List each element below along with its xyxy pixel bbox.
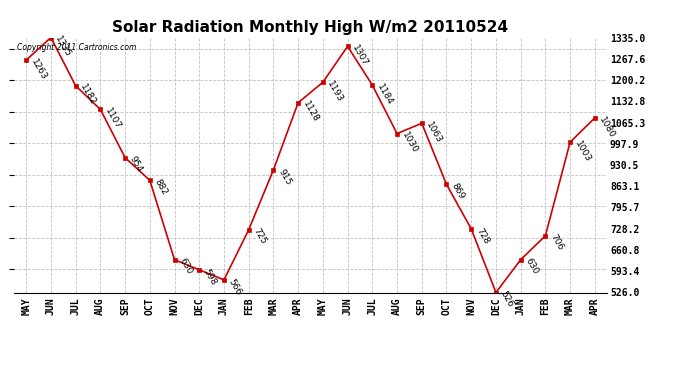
Text: 1128: 1128 <box>301 100 320 124</box>
Text: 566: 566 <box>227 277 243 297</box>
Text: 1182: 1182 <box>79 83 97 107</box>
Text: 882: 882 <box>152 177 169 197</box>
Title: Solar Radiation Monthly High W/m2 20110524: Solar Radiation Monthly High W/m2 201105… <box>112 20 509 35</box>
Text: 630: 630 <box>524 257 540 276</box>
Text: 1193: 1193 <box>326 80 345 104</box>
Text: 1063: 1063 <box>424 120 444 145</box>
Text: 706: 706 <box>548 233 564 252</box>
Text: 1003: 1003 <box>573 140 592 164</box>
Text: 1307: 1307 <box>351 44 370 68</box>
Text: 728: 728 <box>474 226 491 245</box>
Text: 630: 630 <box>177 257 194 276</box>
Text: 1107: 1107 <box>103 106 122 131</box>
Text: Copyright 2011 Cartronics.com: Copyright 2011 Cartronics.com <box>17 43 136 52</box>
Text: 1080: 1080 <box>598 115 617 140</box>
Text: 1263: 1263 <box>29 57 48 82</box>
Text: 915: 915 <box>276 167 293 186</box>
Text: 526: 526 <box>499 290 515 309</box>
Text: 1184: 1184 <box>375 82 394 106</box>
Text: 598: 598 <box>202 267 219 286</box>
Text: 1030: 1030 <box>400 131 419 155</box>
Text: 725: 725 <box>251 227 268 246</box>
Text: 954: 954 <box>128 155 144 174</box>
Text: 869: 869 <box>449 182 466 201</box>
Text: 1335: 1335 <box>54 35 73 59</box>
